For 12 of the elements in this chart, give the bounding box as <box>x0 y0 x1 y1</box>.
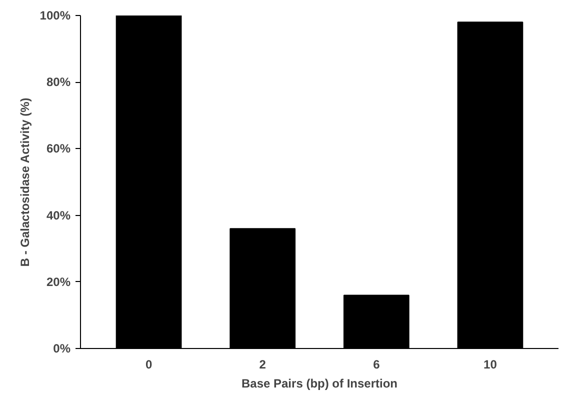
x-tick-label: 10 <box>484 358 498 372</box>
x-tick-label: 0 <box>145 358 152 372</box>
x-tick-label: 2 <box>259 358 266 372</box>
y-axis-title: B - Galactosidase Activity (%) <box>18 98 32 267</box>
x-tick-label: 6 <box>373 358 380 372</box>
y-tick-label: 80% <box>46 75 71 90</box>
y-tick-label: 40% <box>46 208 71 222</box>
y-tick-label: 100% <box>40 8 71 22</box>
y-tick-label: 60% <box>46 142 71 156</box>
y-tick-label: 20% <box>46 274 71 289</box>
x-axis-title: Base Pairs (bp) of Insertion <box>241 376 398 390</box>
y-tick-label: 0% <box>53 342 71 356</box>
